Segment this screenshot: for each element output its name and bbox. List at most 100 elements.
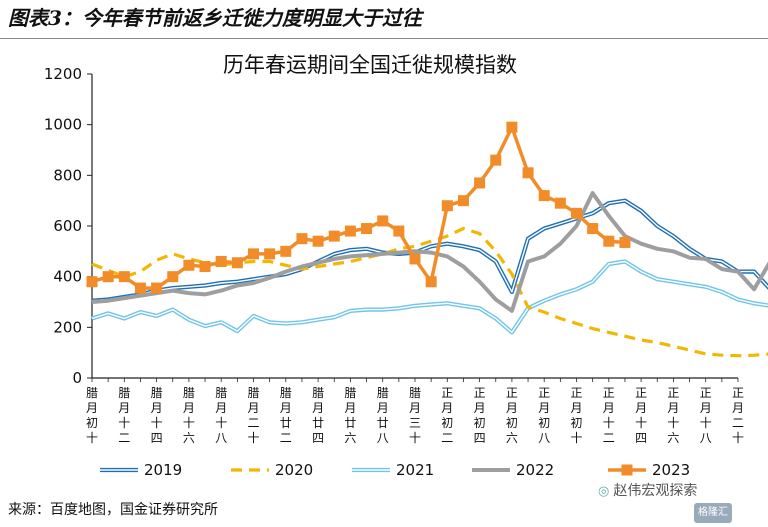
x-tick-char: 四 [151, 431, 163, 445]
x-tick-char: 廿 [280, 416, 292, 430]
data-point-2023 [377, 215, 389, 227]
x-tick-char: 十 [151, 416, 163, 430]
x-tick-char: 十 [86, 431, 98, 445]
x-tick-char: 正 [538, 386, 550, 400]
logo-stamp: 格隆汇 [694, 503, 732, 523]
x-tick-char: 腊 [151, 386, 163, 400]
x-tick-char: 正 [474, 386, 486, 400]
x-tick-char: 月 [506, 401, 518, 415]
x-tick-char: 正 [603, 386, 615, 400]
legend-item-2019: 2019 [100, 461, 182, 479]
x-tick-char: 月 [700, 401, 712, 415]
x-tick-char: 正 [506, 386, 518, 400]
data-point-2023 [490, 154, 502, 166]
x-tick-char: 月 [151, 401, 163, 415]
data-point-2023 [457, 195, 469, 207]
y-tick-label: 400 [53, 268, 82, 286]
x-tick-char: 四 [474, 431, 486, 445]
x-tick-char: 月 [280, 401, 292, 415]
x-tick-char: 初 [86, 416, 98, 430]
x-tick-char: 八 [538, 431, 550, 445]
x-tick-char: 腊 [312, 386, 324, 400]
data-point-2023 [264, 248, 276, 260]
data-point-2023 [538, 190, 550, 202]
x-tick-char: 六 [183, 431, 195, 445]
x-tick-char: 月 [570, 401, 582, 415]
x-tick-char: 二 [441, 431, 453, 445]
x-tick-char: 三 [409, 416, 421, 430]
data-point-2023 [441, 200, 453, 212]
x-tick-char: 二 [247, 416, 259, 430]
data-point-2023 [506, 121, 518, 133]
series-2021 [91, 259, 768, 335]
data-point-2023 [619, 236, 631, 248]
x-tick-char: 正 [667, 386, 679, 400]
x-tick-char: 月 [667, 401, 679, 415]
series-2022 [91, 191, 768, 313]
y-tick-label: 600 [53, 217, 82, 235]
legend-marker [621, 464, 633, 476]
data-point-2023 [361, 223, 373, 235]
x-tick-char: 十 [667, 416, 679, 430]
x-tick-char: 月 [344, 401, 356, 415]
x-tick-char: 月 [118, 401, 130, 415]
x-tick-char: 初 [538, 416, 550, 430]
data-point-2023 [328, 230, 340, 242]
series-line-inner-2021 [91, 260, 768, 334]
y-tick-label: 1200 [44, 65, 82, 83]
x-tick-char: 十 [183, 416, 195, 430]
data-point-2023 [409, 253, 421, 265]
y-tick-label: 800 [53, 166, 82, 184]
watermark: ◎ 赵伟宏观探索 [598, 478, 697, 504]
x-axis: 腊月初十腊月十二腊月十四腊月十六腊月十八腊月二十腊月廿二腊月廿四腊月廿六腊月廿八… [86, 377, 744, 445]
x-tick-char: 十 [215, 416, 227, 430]
series-line-2022 [91, 191, 768, 313]
legend: 2019 2020 2021 2022 2023 [100, 461, 690, 479]
y-tick-label: 200 [53, 318, 82, 336]
title-divider [0, 38, 768, 39]
x-tick-char: 四 [312, 431, 324, 445]
x-tick-char: 八 [700, 431, 712, 445]
x-tick-char: 六 [506, 431, 518, 445]
x-tick-char: 初 [441, 416, 453, 430]
x-tick-char: 腊 [86, 386, 98, 400]
x-tick-char: 初 [474, 416, 486, 430]
x-tick-char: 月 [474, 401, 486, 415]
x-tick-char: 六 [344, 431, 356, 445]
x-tick-char: 四 [635, 431, 647, 445]
x-tick-char: 廿 [312, 416, 324, 430]
data-point-2023 [587, 223, 599, 235]
x-tick-char: 二 [732, 416, 744, 430]
data-point-2023 [167, 271, 179, 283]
x-tick-char: 月 [409, 401, 421, 415]
data-point-2023 [151, 282, 163, 294]
data-point-2023 [296, 233, 308, 245]
data-point-2023 [554, 197, 566, 209]
x-tick-char: 月 [215, 401, 227, 415]
x-tick-char: 月 [183, 401, 195, 415]
legend-item-2020: 2020 [231, 461, 313, 479]
data-point-2023 [344, 225, 356, 237]
legend-label: 2019 [144, 461, 182, 479]
data-point-2023 [86, 276, 98, 288]
legend-label: 2020 [275, 461, 313, 479]
x-tick-char: 六 [667, 431, 679, 445]
series-layer [86, 121, 768, 358]
data-point-2023 [231, 257, 243, 269]
x-tick-char: 月 [603, 401, 615, 415]
wechat-icon: ◎ [598, 484, 610, 499]
data-point-2023 [102, 271, 114, 283]
data-point-2023 [425, 276, 437, 288]
